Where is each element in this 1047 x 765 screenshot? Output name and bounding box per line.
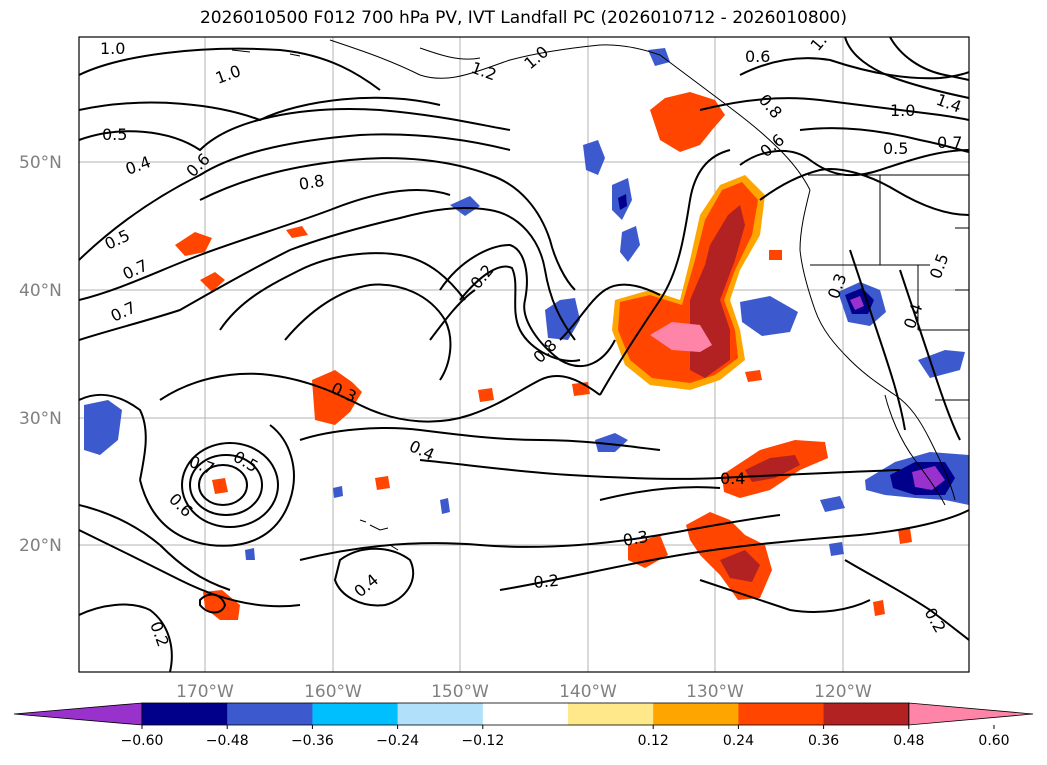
lon-label-160w: 160°W <box>304 682 362 702</box>
negative-anomaly-region <box>618 194 627 210</box>
positive-anomaly-region <box>650 322 712 352</box>
negative-anomaly-region <box>595 433 628 452</box>
positive-anomaly-region <box>720 550 760 582</box>
colorbar-segment <box>397 703 484 725</box>
positive-anomaly-region <box>745 370 762 382</box>
colorbar-segment <box>823 703 910 725</box>
colorbar-tick-label: −0.36 <box>291 733 334 749</box>
colorbar-outline <box>141 702 910 726</box>
positive-anomaly-region <box>286 226 308 238</box>
colorbar-tick-label: 0.12 <box>638 733 669 749</box>
contour-label: 1.0 <box>100 39 125 58</box>
map-title: 2026010500 F012 700 hPa PV, IVT Landfall… <box>199 8 847 28</box>
colorbar-tick-label: 0.60 <box>978 733 1009 749</box>
negative-anomaly-region <box>583 140 605 175</box>
colorbar-tick-label: −0.12 <box>461 733 504 749</box>
lon-label-140w: 140°W <box>559 682 617 702</box>
positive-anomaly-region <box>769 250 782 260</box>
lat-label-20n: 20°N <box>19 536 62 556</box>
contour-label: 0.8 <box>297 171 325 194</box>
colorbar-tick-label: 0.36 <box>808 733 839 749</box>
positive-anomaly-region <box>873 600 885 616</box>
colorbar-extend-high <box>908 702 1034 726</box>
colorbar-tick-label: −0.48 <box>206 733 249 749</box>
lon-label-130w: 130°W <box>686 682 744 702</box>
lat-label-30n: 30°N <box>19 409 62 429</box>
positive-anomaly-region <box>572 382 590 396</box>
ivt-pc-fill <box>84 48 969 620</box>
negative-anomaly-region <box>84 400 122 455</box>
contour-label: 0.4 <box>720 469 745 488</box>
negative-anomaly-region <box>850 296 864 310</box>
negative-anomaly-region <box>440 498 450 514</box>
contour-label: 1.0 <box>890 101 915 120</box>
colorbar-segment <box>738 703 825 725</box>
lat-label-50n: 50°N <box>19 153 62 173</box>
colorbar-segment <box>568 703 654 725</box>
longitude-labels: 170°W 160°W 150°W 140°W 130°W 120°W <box>176 682 872 702</box>
contour-label: 0.5 <box>102 125 127 144</box>
colorbar-tick-label: 0.48 <box>893 733 924 749</box>
colorbar-extend-low <box>13 702 143 726</box>
lon-label-120w: 120°W <box>814 682 872 702</box>
negative-anomaly-region <box>820 496 845 512</box>
positive-anomaly-region <box>200 272 225 292</box>
lon-label-150w: 150°W <box>431 682 489 702</box>
lon-label-170w: 170°W <box>176 682 234 702</box>
contour-label: 0.7 <box>937 133 962 152</box>
negative-anomaly-region <box>620 226 640 262</box>
latitude-labels: 50°N 40°N 30°N 20°N <box>19 153 62 556</box>
negative-anomaly-region <box>333 486 343 498</box>
plot-frame <box>78 36 970 673</box>
positive-anomaly-region <box>898 528 912 544</box>
colorbar-segment <box>312 703 399 725</box>
colorbar-segment <box>653 703 739 725</box>
colorbar: −0.60 −0.48 −0.36 −0.24 −0.12 0.12 0.24 0.36 0.4… <box>13 702 1034 749</box>
negative-anomaly-region <box>829 542 844 556</box>
coastlines <box>231 39 969 551</box>
contour-label: 0.5 <box>883 139 908 158</box>
colorbar-tick-label: −0.60 <box>121 733 164 749</box>
contour-label: 0.2 <box>533 571 560 592</box>
contour-label: 0.6 <box>745 47 770 66</box>
negative-anomaly-region <box>545 298 580 340</box>
positive-anomaly-region <box>375 476 390 490</box>
colorbar-tick-label: 0.24 <box>723 733 754 749</box>
positive-anomaly-region <box>650 92 725 152</box>
positive-anomaly-region <box>175 232 212 256</box>
negative-anomaly-region <box>450 196 480 216</box>
colorbar-segment <box>227 703 313 725</box>
positive-anomaly-region <box>212 478 228 494</box>
colorbar-segment <box>482 703 569 725</box>
negative-anomaly-region <box>245 548 255 560</box>
contour-label: 0.3 <box>621 527 649 550</box>
negative-anomaly-region <box>740 296 798 336</box>
plot-area <box>79 37 969 672</box>
lat-label-40n: 40°N <box>19 281 62 301</box>
colorbar-tick-label: −0.24 <box>376 733 419 749</box>
pv-contours <box>79 37 969 672</box>
positive-anomaly-region <box>312 370 362 425</box>
positive-anomaly-region <box>478 388 494 402</box>
colorbar-segment <box>142 703 228 725</box>
